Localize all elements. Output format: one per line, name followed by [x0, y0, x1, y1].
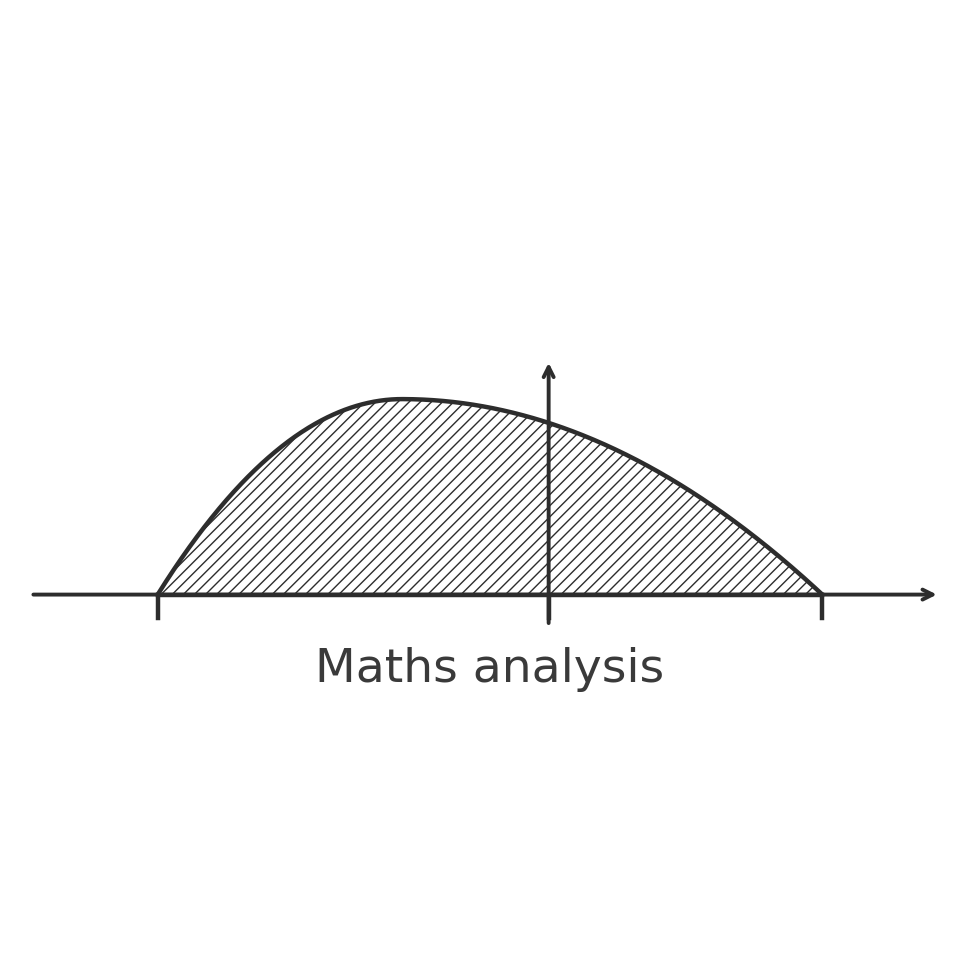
Text: Maths analysis: Maths analysis — [316, 647, 664, 692]
